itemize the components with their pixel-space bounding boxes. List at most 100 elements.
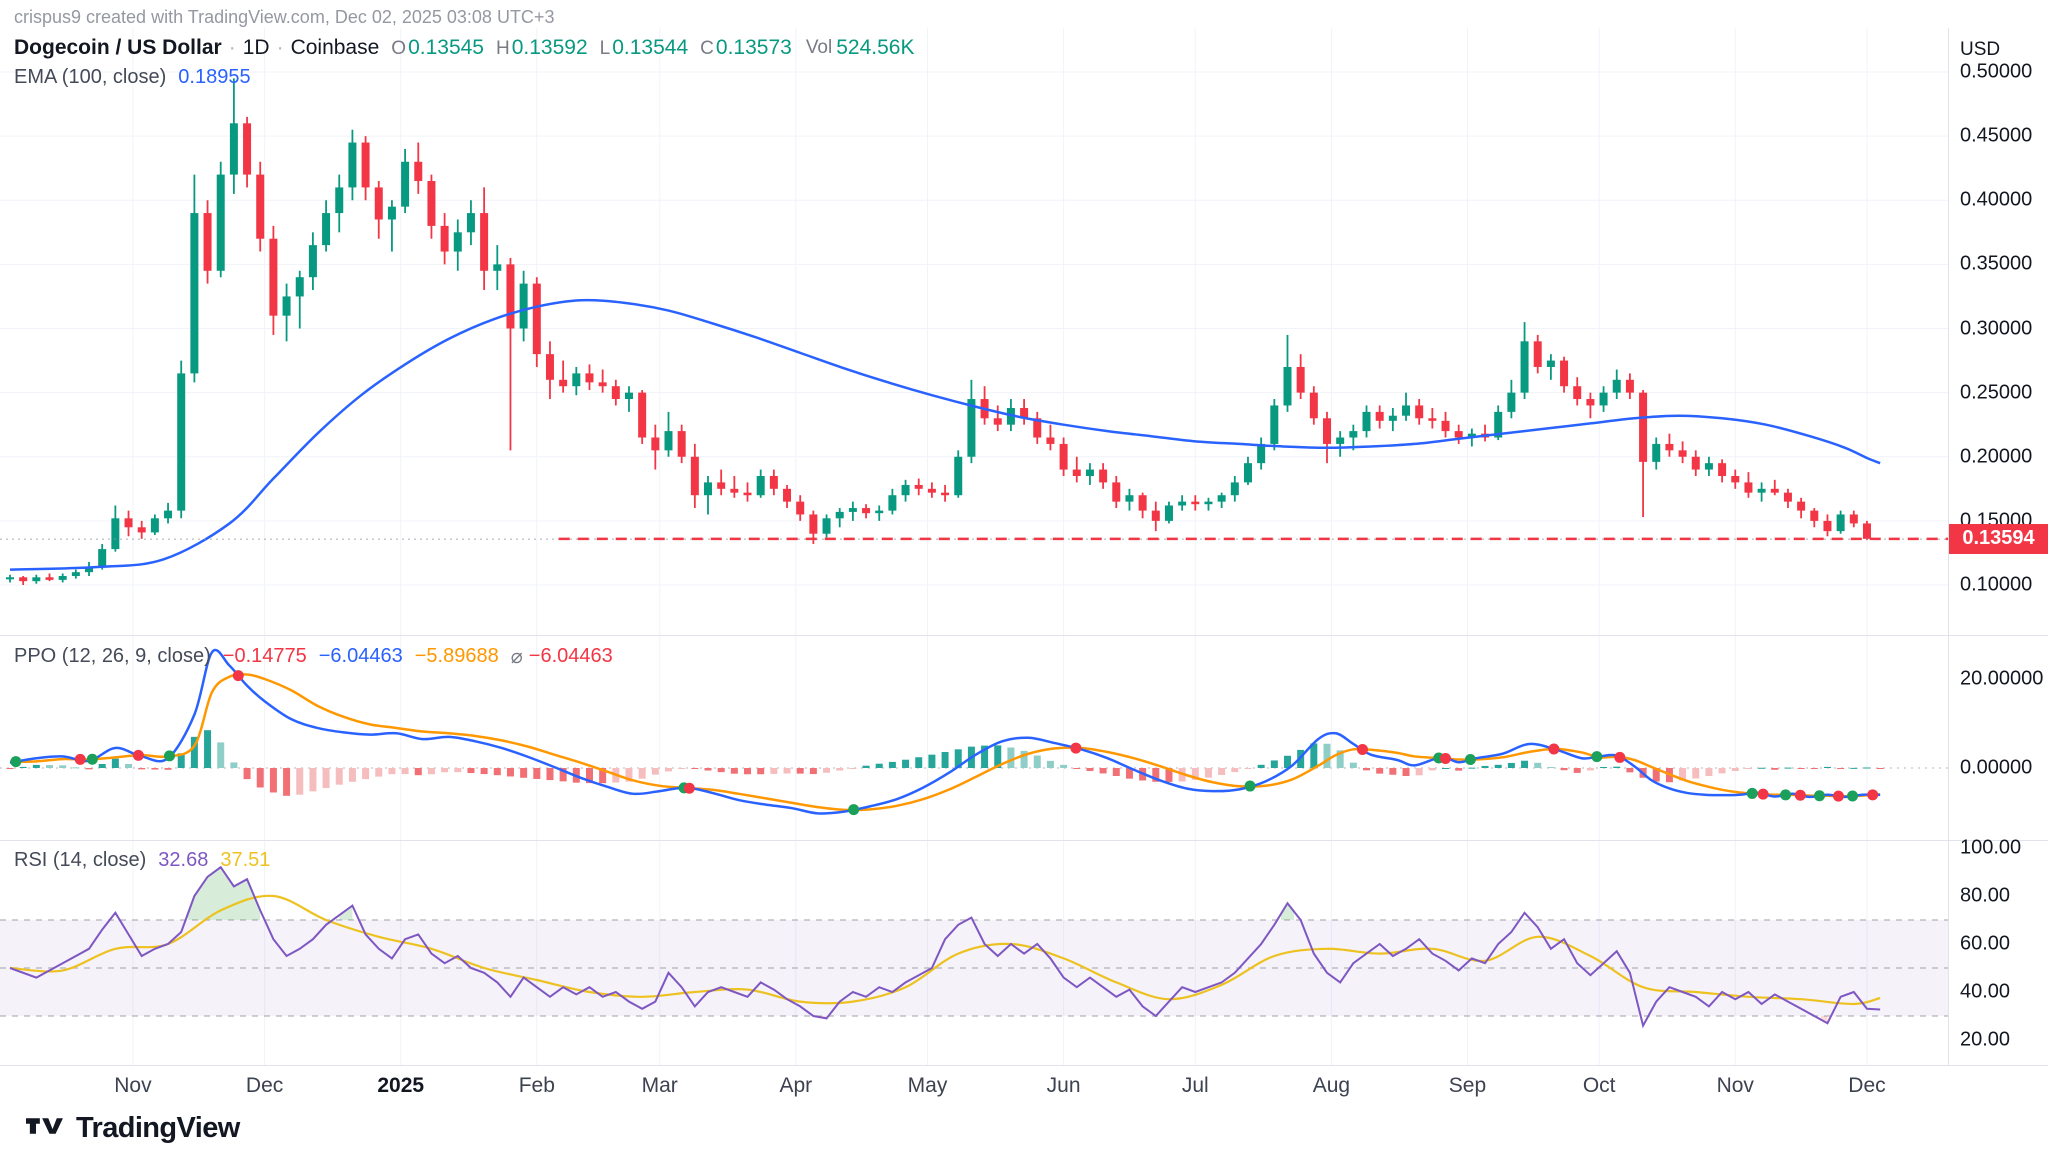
- candle: [1612, 379, 1621, 393]
- ppo-histogram-bar: [1218, 768, 1226, 775]
- ppo-histogram-bar: [6, 768, 14, 769]
- candle: [585, 373, 594, 383]
- ppo-histogram-bar: [1573, 768, 1581, 773]
- candle: [1085, 469, 1094, 476]
- candle: [1507, 392, 1516, 412]
- volume-value: 524.56K: [836, 36, 915, 59]
- rsi-tick-label: 80.00: [1960, 884, 2011, 907]
- candle: [348, 142, 357, 188]
- ppo-histogram-bar: [902, 759, 910, 768]
- ppo-histogram-bar: [1389, 768, 1397, 775]
- ppo-histogram-bar: [1046, 760, 1054, 768]
- ohlc-field-label: C: [700, 38, 714, 59]
- legend-separator: ·: [228, 36, 236, 59]
- ppo-histogram-bar: [1810, 768, 1818, 769]
- volume-label: Vol: [805, 37, 833, 58]
- ppo-legend[interactable]: PPO (12, 26, 9, close) −0.14775 −6.04463…: [14, 644, 613, 669]
- currency-label[interactable]: USD: [1960, 39, 2001, 60]
- candle: [137, 527, 146, 533]
- ppo-histogram-bar: [1547, 767, 1555, 769]
- candle: [480, 213, 489, 271]
- price-pane[interactable]: [0, 28, 1948, 635]
- candle: [519, 283, 528, 329]
- candle: [85, 567, 94, 573]
- time-label-month: May: [907, 1074, 948, 1097]
- ppo-histogram-bar: [1626, 768, 1634, 773]
- candle: [1467, 433, 1476, 438]
- candle: [532, 283, 541, 355]
- candle: [1217, 495, 1226, 502]
- ppo-histogram-bar: [1310, 743, 1318, 768]
- ppo-histogram-bar: [875, 763, 883, 768]
- ema-label: EMA (100, close): [14, 66, 167, 88]
- ppo-histogram-bar: [1007, 747, 1015, 768]
- ppo-avg-value: −6.04463: [528, 645, 613, 667]
- ppo-histogram-bar: [190, 736, 198, 768]
- ppo-histogram-bar: [467, 768, 475, 774]
- exchange-label[interactable]: Coinbase: [290, 36, 380, 59]
- candle: [1283, 366, 1292, 406]
- candle: [322, 213, 331, 246]
- candle: [256, 174, 265, 239]
- ppo-histogram-bar: [32, 764, 40, 768]
- rsi-pane[interactable]: [0, 840, 1948, 1065]
- rsi-legend[interactable]: RSI (14, close) 32.68 37.51: [14, 849, 270, 872]
- ppo-histogram-bar: [1468, 767, 1476, 769]
- symbol-legend[interactable]: Dogecoin / US Dollar · 1D · Coinbase O0.…: [14, 36, 914, 60]
- pane-separator-ppo[interactable]: [0, 635, 2048, 636]
- ohlc-field-label: H: [496, 38, 510, 59]
- ppo-histogram-bar: [757, 768, 765, 775]
- ppo-pane[interactable]: [0, 635, 1948, 840]
- pane-separator-rsi[interactable]: [0, 840, 2048, 841]
- ppo-line: [9, 648, 1881, 815]
- candle: [1454, 431, 1463, 438]
- candle: [611, 386, 620, 400]
- ppo-histogram-bar: [335, 768, 343, 785]
- ppo-histogram-bar: [1534, 762, 1542, 768]
- candle: [335, 187, 344, 214]
- ppo-histogram-bar: [454, 768, 462, 773]
- ppo-histogram-bar: [1283, 755, 1291, 768]
- tradingview-logo[interactable]: TradingView: [76, 1112, 240, 1144]
- ppo-hist-value: −0.14775: [222, 645, 307, 667]
- crossover-dot: [848, 804, 860, 816]
- crossover-dot: [1794, 789, 1806, 801]
- ppo-histogram-bar: [362, 768, 370, 780]
- ppo-histogram-bar: [546, 768, 554, 781]
- candle: [1441, 420, 1450, 432]
- price-tick-label: 0.30000: [1960, 317, 2033, 339]
- candle: [414, 161, 423, 182]
- candle: [216, 174, 225, 271]
- price-tick-label: 0.10000: [1960, 573, 2033, 596]
- last-price-label: 0.13594: [1949, 523, 2048, 554]
- ppo-histogram-bar: [1560, 768, 1568, 771]
- ppo-histogram-bar: [1125, 768, 1133, 779]
- ppo-histogram-bar: [520, 768, 528, 778]
- candle: [466, 213, 475, 233]
- ohlc-field-value: 0.13544: [612, 36, 689, 59]
- ppo-histogram-bar: [1099, 768, 1107, 774]
- candle: [664, 431, 673, 451]
- candle: [1691, 456, 1700, 470]
- ppo-histogram-bar: [1073, 768, 1081, 769]
- symbol-title[interactable]: Dogecoin / US Dollar: [14, 36, 222, 59]
- crossover-dot: [1070, 742, 1082, 754]
- ema-legend[interactable]: EMA (100, close) 0.18955: [14, 66, 251, 89]
- candle: [822, 518, 831, 534]
- tradingview-logo-icon[interactable]: [26, 1115, 66, 1142]
- ppo-histogram-bar: [1086, 768, 1094, 771]
- candle: [1204, 501, 1213, 505]
- ppo-histogram-bar: [125, 763, 133, 768]
- ppo-histogram-bar: [111, 758, 119, 768]
- candle: [1072, 469, 1081, 476]
- time-axis[interactable]: Nov Dec 2025 Feb Mar Apr May Jun Jul Aug Sep Oct Nov…: [0, 1065, 2048, 1101]
- price-axis-separator: [1948, 28, 1949, 1065]
- candle: [1731, 475, 1740, 483]
- crossover-dot: [132, 749, 144, 761]
- ppo-histogram-bar: [138, 768, 146, 770]
- ppo-histogram-bar: [401, 768, 409, 775]
- ppo-histogram-bar: [375, 768, 383, 777]
- ppo-histogram-bar: [283, 768, 291, 796]
- ohlc-field-label: L: [599, 38, 611, 59]
- interval-label[interactable]: 1D: [242, 36, 270, 59]
